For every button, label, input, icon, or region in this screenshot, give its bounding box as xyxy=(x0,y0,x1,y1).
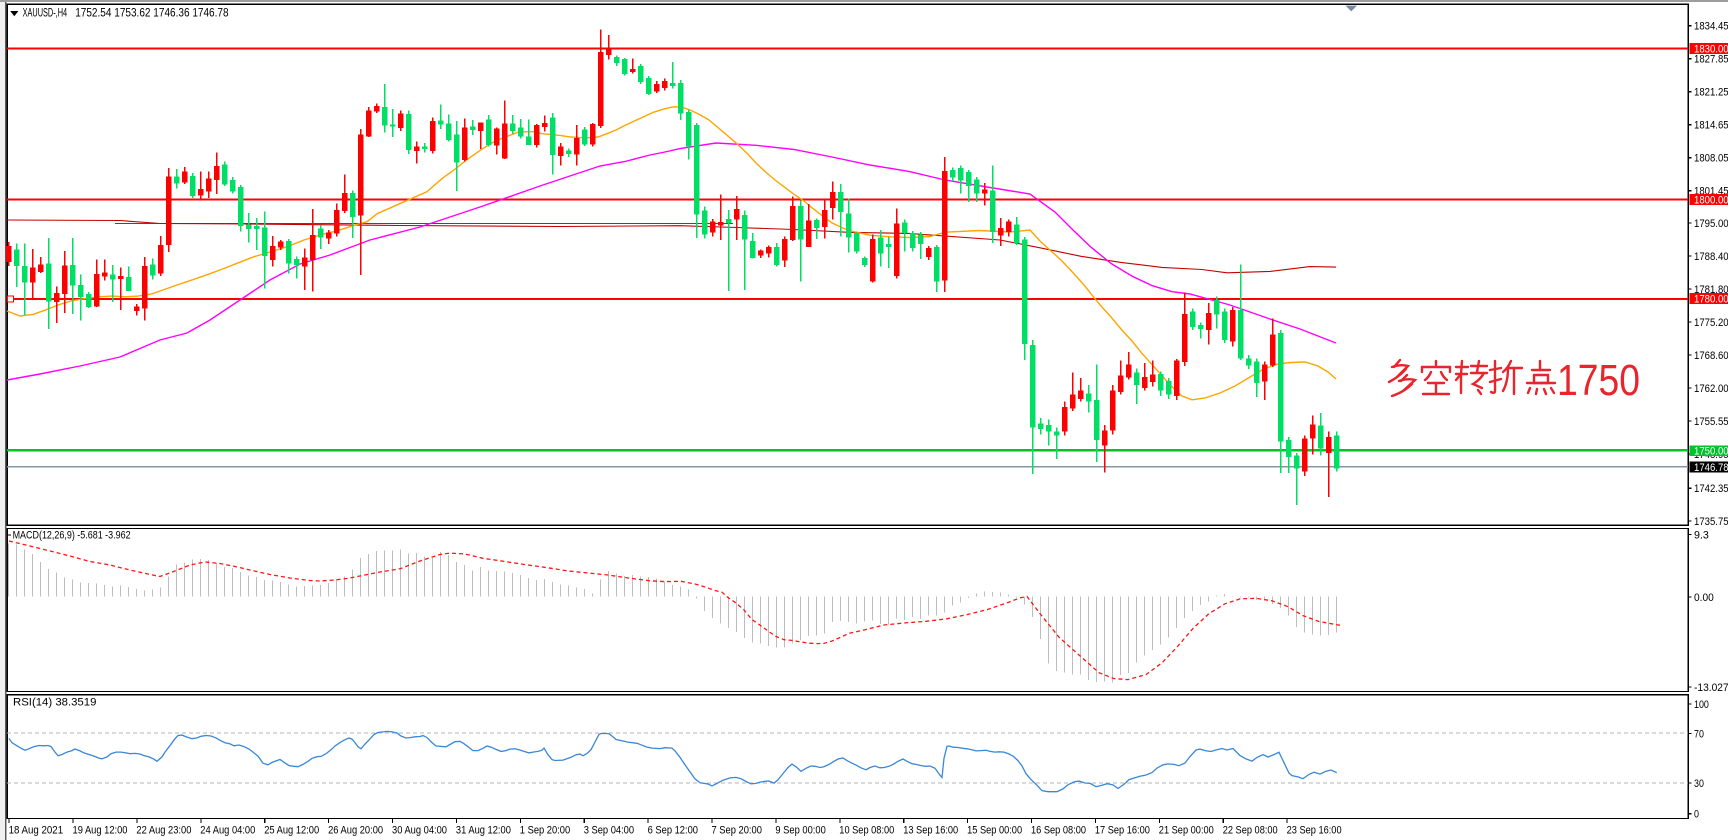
svg-text:24 Aug 04:00: 24 Aug 04:00 xyxy=(200,825,255,837)
svg-text:0: 0 xyxy=(1694,809,1699,821)
svg-text:1827.85: 1827.85 xyxy=(1694,54,1728,66)
svg-text:1762.00: 1762.00 xyxy=(1694,383,1728,395)
svg-text:1788.40: 1788.40 xyxy=(1694,251,1728,263)
svg-text:30 Aug 04:00: 30 Aug 04:00 xyxy=(392,825,447,837)
svg-text:0.00: 0.00 xyxy=(1694,592,1714,604)
svg-text:1750.00: 1750.00 xyxy=(1694,446,1728,458)
svg-text:1775.20: 1775.20 xyxy=(1694,317,1728,329)
svg-text:1768.60: 1768.60 xyxy=(1694,350,1728,362)
svg-text:6 Sep 12:00: 6 Sep 12:00 xyxy=(648,825,698,837)
svg-text:31 Aug 12:00: 31 Aug 12:00 xyxy=(456,825,511,837)
svg-text:26 Aug 20:00: 26 Aug 20:00 xyxy=(328,825,383,837)
svg-text:MACD(12,26,9) -5.681 -3.962: MACD(12,26,9) -5.681 -3.962 xyxy=(13,530,131,542)
svg-text:1 Sep 20:00: 1 Sep 20:00 xyxy=(520,825,570,837)
svg-text:16 Sep 08:00: 16 Sep 08:00 xyxy=(1031,825,1086,837)
svg-text:17 Sep 16:00: 17 Sep 16:00 xyxy=(1095,825,1150,837)
svg-text:1735.75: 1735.75 xyxy=(1694,516,1728,528)
svg-text:9.3: 9.3 xyxy=(1694,530,1709,542)
svg-text:1814.65: 1814.65 xyxy=(1694,120,1728,132)
svg-text:1752.54 1753.62 1746.36 1746.7: 1752.54 1753.62 1746.36 1746.78 xyxy=(75,6,229,20)
svg-text:1780.00: 1780.00 xyxy=(1694,293,1728,305)
svg-text:9 Sep 00:00: 9 Sep 00:00 xyxy=(775,825,825,837)
svg-text:1830.00: 1830.00 xyxy=(1694,44,1728,56)
svg-text:13 Sep 16:00: 13 Sep 16:00 xyxy=(903,825,958,837)
svg-text:21 Sep 00:00: 21 Sep 00:00 xyxy=(1159,825,1214,837)
svg-text:25 Aug 12:00: 25 Aug 12:00 xyxy=(264,825,319,837)
svg-text:-13.027: -13.027 xyxy=(1694,682,1728,694)
svg-text:22 Sep 08:00: 22 Sep 08:00 xyxy=(1223,825,1278,837)
svg-text:1755.55: 1755.55 xyxy=(1694,416,1728,428)
svg-text:1821.25: 1821.25 xyxy=(1694,87,1728,99)
svg-text:10 Sep 08:00: 10 Sep 08:00 xyxy=(839,825,894,837)
svg-text:1746.78: 1746.78 xyxy=(1694,462,1728,474)
svg-text:19 Aug 12:00: 19 Aug 12:00 xyxy=(73,825,128,837)
svg-text:1800.00: 1800.00 xyxy=(1694,195,1728,207)
svg-text:7 Sep 20:00: 7 Sep 20:00 xyxy=(712,825,762,837)
svg-text:1742.35: 1742.35 xyxy=(1694,483,1728,495)
svg-text:RSI(14) 38.3519: RSI(14) 38.3519 xyxy=(13,697,96,709)
svg-text:100: 100 xyxy=(1694,699,1709,711)
svg-text:18 Aug 2021: 18 Aug 2021 xyxy=(9,825,64,837)
svg-text:1834.45: 1834.45 xyxy=(1694,21,1728,33)
svg-text:22 Aug 23:00: 22 Aug 23:00 xyxy=(136,825,191,837)
svg-text:1750: 1750 xyxy=(1557,356,1640,405)
svg-text:XAUUSD-,H4: XAUUSD-,H4 xyxy=(23,6,68,20)
svg-text:70: 70 xyxy=(1694,729,1704,741)
svg-text:1808.05: 1808.05 xyxy=(1694,153,1728,165)
svg-text:23 Sep 16:00: 23 Sep 16:00 xyxy=(1287,825,1342,837)
svg-text:3 Sep 04:00: 3 Sep 04:00 xyxy=(584,825,634,837)
svg-text:1795.00: 1795.00 xyxy=(1694,218,1728,230)
svg-text:30: 30 xyxy=(1694,778,1704,790)
svg-text:15 Sep 00:00: 15 Sep 00:00 xyxy=(967,825,1022,837)
